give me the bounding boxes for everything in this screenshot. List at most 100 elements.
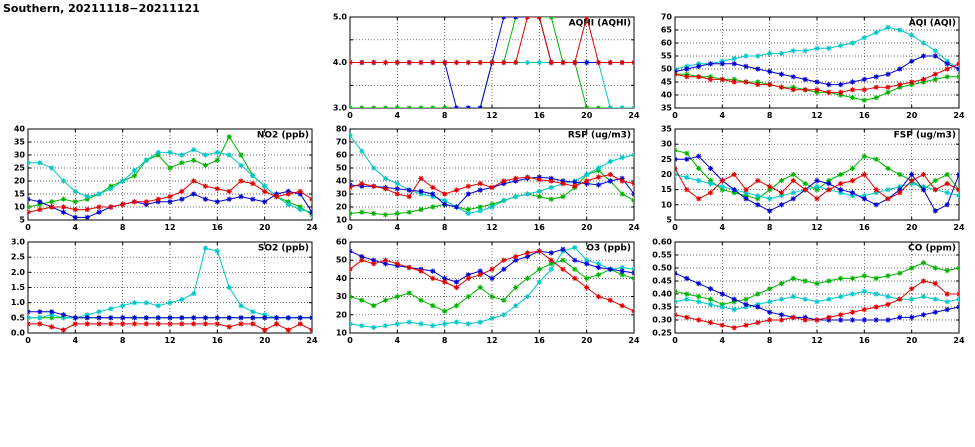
svg-text:2.0: 2.0 — [11, 268, 26, 277]
aqhi-plot-svg: 3.0 4.0 5.0 0 4 8 12 16 20 24 AQHI (AQHI) — [333, 13, 640, 121]
svg-text:4: 4 — [395, 111, 401, 120]
svg-text:5.0: 5.0 — [333, 13, 348, 22]
svg-text:0.55: 0.55 — [652, 251, 672, 260]
svg-text:0: 0 — [25, 336, 31, 345]
svg-text:0.0: 0.0 — [11, 329, 26, 338]
chart-no2: 5 10 15 20 25 30 35 40 0 4 8 12 16 20 24 NO2 (ppb) — [0, 124, 320, 234]
svg-text:20: 20 — [581, 111, 593, 120]
svg-text:24: 24 — [306, 223, 318, 232]
svg-text:12: 12 — [811, 336, 822, 345]
svg-text:55: 55 — [661, 52, 673, 61]
svg-text:40: 40 — [336, 177, 348, 186]
aqi-plot-svg: 35 40 45 50 55 60 65 70 0 4 8 12 16 20 24 AQI (AQI) — [661, 13, 965, 121]
svg-text:5: 5 — [666, 216, 672, 225]
svg-text:0: 0 — [347, 111, 353, 120]
svg-text:12: 12 — [486, 336, 497, 345]
page-title: Southern, 20211118−20211121 — [3, 2, 200, 15]
svg-text:0: 0 — [672, 223, 678, 232]
svg-text:16: 16 — [212, 336, 224, 345]
svg-text:1.0: 1.0 — [11, 298, 26, 307]
svg-text:8: 8 — [767, 223, 773, 232]
svg-text:0.30: 0.30 — [652, 316, 672, 325]
svg-text:15: 15 — [14, 190, 26, 199]
svg-text:0.5: 0.5 — [11, 313, 26, 322]
svg-text:25: 25 — [661, 155, 673, 164]
svg-text:20: 20 — [259, 336, 271, 345]
svg-text:40: 40 — [661, 91, 673, 100]
svg-text:50: 50 — [661, 65, 673, 74]
svg-text:65: 65 — [661, 26, 673, 35]
co-plot-svg: 0.25 0.30 0.35 0.40 0.45 0.50 0.55 0.60 0 4 8 12 16 2… — [652, 238, 965, 346]
svg-text:24: 24 — [306, 336, 318, 345]
svg-text:0.40: 0.40 — [652, 290, 672, 299]
svg-text:50: 50 — [336, 164, 348, 173]
svg-text:24: 24 — [953, 223, 965, 232]
svg-text:4: 4 — [720, 336, 726, 345]
svg-text:20: 20 — [581, 336, 593, 345]
svg-text:20: 20 — [906, 336, 918, 345]
svg-text:4: 4 — [720, 223, 726, 232]
svg-text:8: 8 — [120, 223, 126, 232]
svg-text:4: 4 — [73, 223, 79, 232]
svg-text:8: 8 — [767, 336, 773, 345]
svg-text:8: 8 — [442, 336, 448, 345]
svg-text:20: 20 — [581, 223, 593, 232]
svg-text:12: 12 — [486, 111, 497, 120]
svg-text:20: 20 — [336, 310, 348, 319]
svg-text:16: 16 — [534, 111, 546, 120]
svg-text:0.25: 0.25 — [652, 329, 672, 338]
svg-text:30: 30 — [336, 292, 348, 301]
so2-plot-svg: 0.0 0.5 1.0 1.5 2.0 2.5 3.0 0 4 8 12 16 20 24 SO2 (ppb… — [11, 238, 318, 346]
svg-text:16: 16 — [212, 223, 224, 232]
svg-text:24: 24 — [953, 111, 965, 120]
svg-text:4: 4 — [395, 336, 401, 345]
svg-text:20: 20 — [906, 223, 918, 232]
svg-text:35: 35 — [14, 138, 26, 147]
svg-text:5: 5 — [19, 216, 25, 225]
svg-text:0: 0 — [347, 336, 353, 345]
svg-text:24: 24 — [628, 223, 640, 232]
svg-text:24: 24 — [628, 111, 640, 120]
svg-text:0: 0 — [25, 223, 31, 232]
svg-text:10: 10 — [336, 216, 348, 225]
svg-text:10: 10 — [14, 203, 26, 212]
chart-rsp: 10 20 30 40 50 60 70 80 0 4 8 12 16 20 24 RSP (ug/m3) — [322, 124, 642, 234]
svg-text:60: 60 — [336, 238, 348, 247]
svg-text:20: 20 — [259, 223, 271, 232]
svg-text:45: 45 — [661, 78, 673, 87]
svg-text:0.45: 0.45 — [652, 277, 672, 286]
svg-text:10: 10 — [336, 329, 348, 338]
svg-text:20: 20 — [14, 177, 26, 186]
fsp-plot-svg: 5 10 15 20 25 30 35 0 4 8 12 16 20 24 FSP (ug/m3) — [661, 125, 965, 233]
chart-so2: 0.0 0.5 1.0 1.5 2.0 2.5 3.0 0 4 8 12 16 20 24 SO2 (ppb… — [0, 237, 320, 347]
svg-text:8: 8 — [120, 336, 126, 345]
svg-text:16: 16 — [534, 336, 546, 345]
chart-fsp: 5 10 15 20 25 30 35 0 4 8 12 16 20 24 FSP (ug/m3) — [647, 124, 967, 234]
svg-text:60: 60 — [336, 151, 348, 160]
svg-text:2.5: 2.5 — [11, 253, 26, 262]
svg-text:12: 12 — [164, 336, 175, 345]
svg-text:RSP (ug/m3): RSP (ug/m3) — [568, 131, 631, 141]
svg-text:4: 4 — [720, 111, 726, 120]
svg-text:0.50: 0.50 — [652, 264, 672, 273]
svg-text:NO2 (ppb): NO2 (ppb) — [257, 131, 309, 141]
svg-text:4: 4 — [395, 223, 401, 232]
svg-text:CO (ppm): CO (ppm) — [908, 244, 956, 254]
svg-text:20: 20 — [661, 170, 673, 179]
svg-text:0: 0 — [347, 223, 353, 232]
svg-text:0: 0 — [672, 336, 678, 345]
no2-plot-svg: 5 10 15 20 25 30 35 40 0 4 8 12 16 20 24 NO2 (ppb) — [14, 125, 318, 233]
svg-text:60: 60 — [661, 39, 673, 48]
svg-text:80: 80 — [336, 125, 348, 134]
svg-text:20: 20 — [336, 203, 348, 212]
svg-text:1.5: 1.5 — [11, 283, 26, 292]
svg-text:30: 30 — [336, 190, 348, 199]
svg-text:70: 70 — [336, 138, 348, 147]
svg-text:70: 70 — [661, 13, 673, 22]
svg-text:16: 16 — [534, 223, 546, 232]
rsp-plot-svg: 10 20 30 40 50 60 70 80 0 4 8 12 16 20 24 RSP (ug/m3) — [336, 125, 640, 233]
svg-text:0.60: 0.60 — [652, 238, 672, 247]
svg-text:3.0: 3.0 — [333, 104, 348, 113]
svg-text:24: 24 — [628, 336, 640, 345]
